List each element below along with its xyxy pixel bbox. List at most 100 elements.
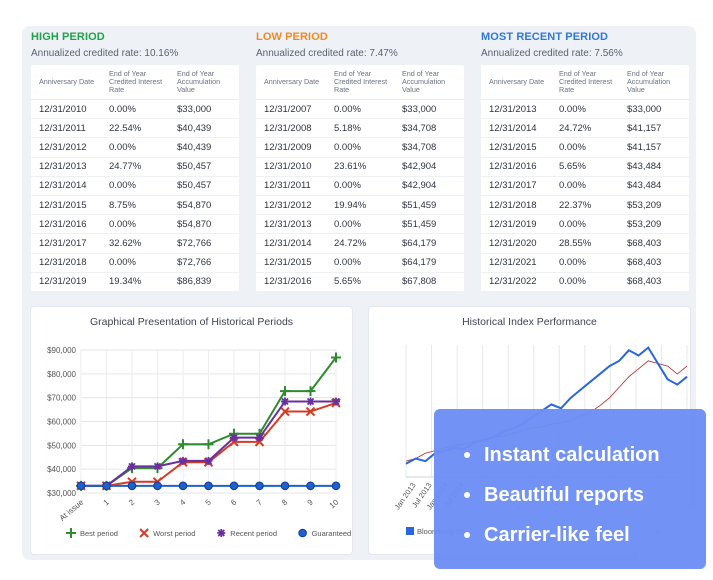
x-tick-label: 6 [229, 497, 239, 507]
table-cell: 12/31/2014 [264, 237, 312, 249]
period-rate: Annualized credited rate: 10.16% [31, 48, 179, 59]
table-cell: $54,870 [177, 218, 212, 230]
table-cell: 12/31/2007 [264, 103, 312, 115]
period-table: Anniversary Date End of Year Credited Int… [481, 65, 689, 292]
data-point [305, 386, 316, 397]
table-cell: 0.00% [334, 180, 361, 192]
table-cell: 12/31/2008 [264, 122, 312, 134]
table-cell: 12/31/2012 [39, 141, 87, 153]
table-cell: 0.00% [334, 103, 361, 115]
table-cell: 12/31/2013 [39, 161, 87, 173]
data-point [331, 352, 341, 363]
table-row: 12/31/2014 0.00% $50,457 [31, 177, 239, 196]
table-cell: $72,766 [177, 237, 212, 249]
table-header: Anniversary Date End of Year Credited Int… [256, 65, 464, 100]
table-cell: 24.72% [559, 122, 592, 134]
data-point [230, 433, 238, 442]
data-point [332, 397, 340, 406]
table-cell: 0.00% [559, 141, 586, 153]
data-point [179, 456, 187, 465]
x-tick-label: 10 [328, 497, 341, 510]
table-row: 12/31/2019 19.34% $86,839 [31, 273, 239, 292]
legend-item: Recent period [217, 529, 277, 538]
table-cell: $68,403 [627, 257, 662, 269]
table-header: Anniversary Date End of Year Credited Int… [481, 65, 689, 100]
features-list: Instant calculation Beautiful reports Ca… [464, 435, 660, 555]
bullet-icon [464, 532, 470, 538]
legend-marker [66, 528, 76, 538]
table-cell: 28.55% [559, 237, 592, 249]
data-point [204, 456, 213, 465]
data-point [127, 481, 137, 491]
table-row: 12/31/2018 22.37% $53,209 [481, 196, 689, 216]
table-cell: $41,157 [627, 141, 662, 153]
table-header: Anniversary Date End of Year Credited Int… [31, 65, 239, 100]
table-row: 12/31/2007 0.00% $33,000 [256, 100, 464, 120]
legend-item: Best period [66, 528, 118, 538]
table-cell: $51,459 [402, 199, 437, 211]
y-tick-label: $50,000 [47, 441, 76, 450]
table-cell: $72,766 [177, 257, 212, 269]
data-point [281, 397, 289, 406]
table-row: 12/31/2013 24.77% $50,457 [31, 158, 239, 177]
period-title: MOST RECENT PERIOD [481, 31, 609, 43]
feature-item: Instant calculation [464, 435, 660, 475]
table-cell: $33,000 [177, 103, 212, 115]
data-point [178, 439, 188, 450]
y-tick-label: $40,000 [47, 465, 76, 474]
table-cell: 0.00% [559, 257, 586, 269]
table-cell: 24.72% [334, 237, 367, 249]
data-point [178, 481, 188, 491]
period-rate: Annualized credited rate: 7.56% [481, 48, 623, 59]
feature-label: Beautiful reports [484, 483, 645, 506]
data-point [255, 433, 264, 442]
table-cell: 0.00% [334, 218, 361, 230]
table-row: 12/31/2011 22.54% $40,439 [31, 119, 239, 139]
table-cell: $33,000 [402, 103, 437, 115]
table-cell: $53,209 [627, 199, 662, 211]
table-cell: $64,179 [402, 257, 437, 269]
table-row: 12/31/2014 24.72% $41,157 [481, 119, 689, 139]
bullet-icon [464, 452, 470, 458]
table-cell: 12/31/2015 [264, 257, 312, 269]
table-cell: 12/31/2016 [39, 218, 87, 230]
features-overlay: Instant calculation Beautiful reports Ca… [434, 409, 706, 569]
feature-label: Instant calculation [484, 443, 660, 466]
x-tick-label: 2 [127, 497, 137, 507]
y-tick-label: $30,000 [47, 489, 76, 498]
table-row: 12/31/2012 19.94% $51,459 [256, 196, 464, 216]
table-cell: 24.77% [109, 161, 142, 173]
table-cell: $42,904 [402, 161, 437, 173]
table-cell: $53,209 [627, 218, 662, 230]
table-cell: 5.65% [334, 276, 361, 288]
table-row: 12/31/2016 0.00% $54,870 [31, 215, 239, 235]
x-tick-label: 1 [102, 497, 112, 507]
data-point [203, 439, 214, 450]
historical-periods-chart-panel: Graphical Presentation of Historical Per… [31, 307, 352, 554]
legend-marker [217, 529, 226, 537]
table-cell: 12/31/2017 [39, 237, 87, 249]
table-cell: 0.00% [109, 257, 136, 269]
table-cell: 12/31/2017 [489, 180, 537, 192]
bullet-icon [464, 492, 470, 498]
table-row: 12/31/2015 0.00% $64,179 [256, 254, 464, 273]
table-row: 12/31/2013 0.00% $33,000 [481, 100, 689, 120]
table-cell: $43,484 [627, 180, 662, 192]
feature-label: Carrier-like feel [484, 523, 630, 546]
table-cell: 12/31/2021 [489, 257, 537, 269]
table-cell: $86,839 [177, 276, 212, 288]
table-cell: $41,157 [627, 122, 662, 134]
data-point [229, 481, 239, 491]
table-cell: 12/31/2019 [39, 276, 87, 288]
table-cell: 12/31/2010 [39, 103, 87, 115]
period-title: LOW PERIOD [256, 31, 328, 43]
table-row: 12/31/2016 5.65% $43,484 [481, 158, 689, 177]
table-cell: 0.00% [559, 180, 586, 192]
x-tick-label: 7 [255, 497, 265, 507]
table-cell: 0.00% [109, 218, 136, 230]
table-cell: 12/31/2011 [39, 122, 86, 134]
table-cell: 32.62% [109, 237, 142, 249]
table-cell: 12/31/2009 [264, 141, 312, 153]
series-guaranteed [76, 481, 341, 491]
high-period-section: HIGH PERIOD Annualized credited rate: 10… [31, 31, 239, 292]
